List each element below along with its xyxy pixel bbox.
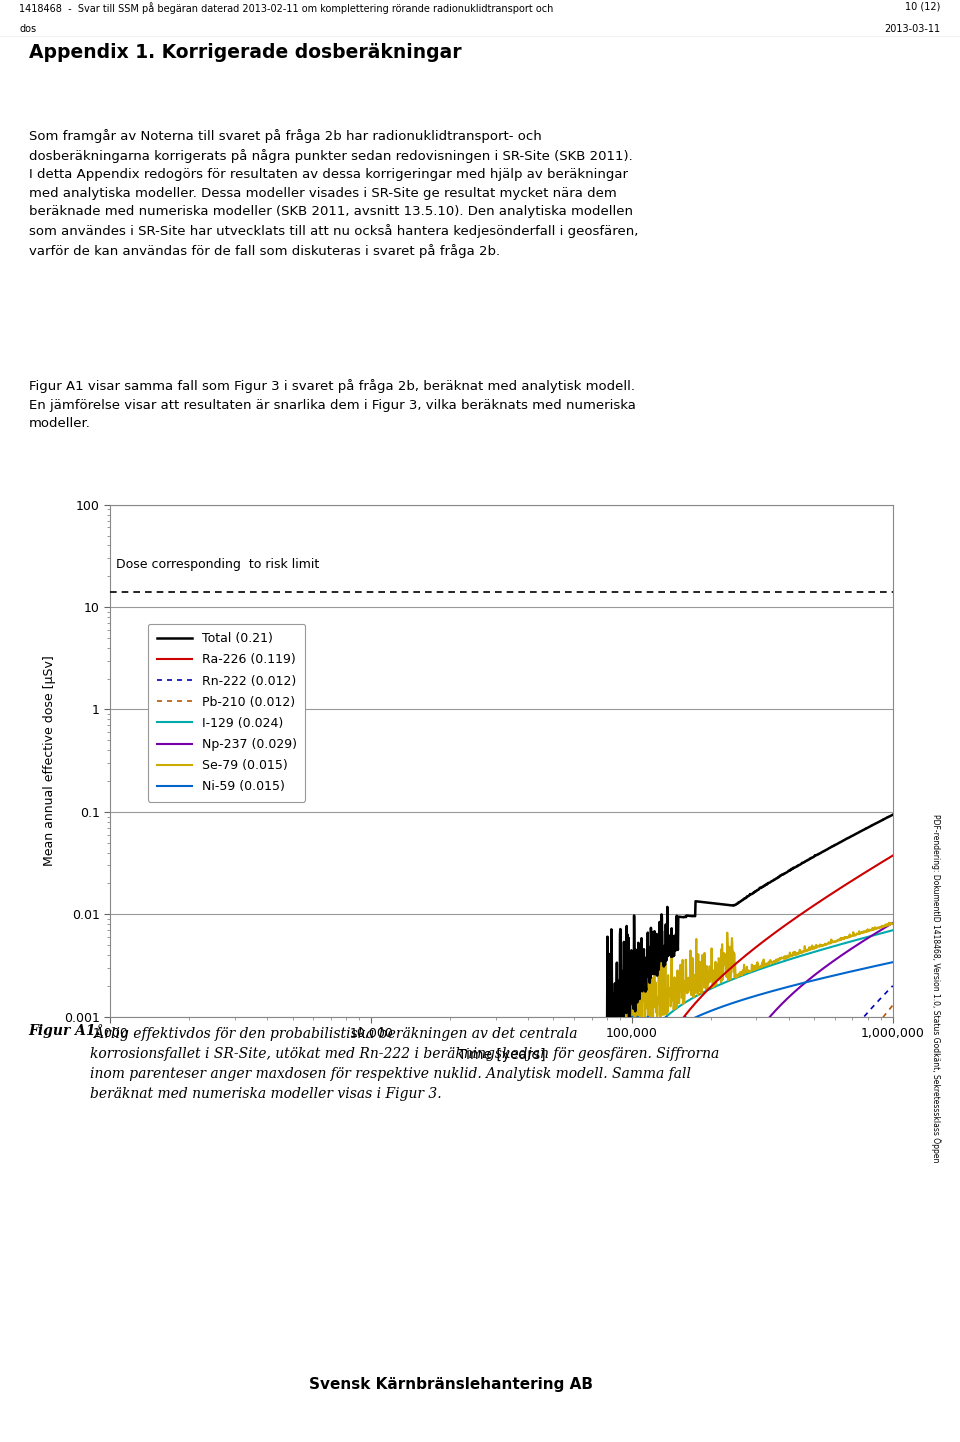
Text: Årlig effektivdos för den probabilistiska beräkningen av det centrala
korrosions: Årlig effektivdos för den probabilistisk… — [90, 1024, 720, 1100]
Text: Figur A1 visar samma fall som Figur 3 i svaret på fråga 2b, beräknat med analyti: Figur A1 visar samma fall som Figur 3 i … — [29, 379, 636, 430]
Text: 1418468  -  Svar till SSM på begäran daterad 2013-02-11 om komplettering rörande: 1418468 - Svar till SSM på begäran dater… — [19, 1, 554, 14]
Text: dos: dos — [19, 25, 36, 35]
X-axis label: Time [years]: Time [years] — [458, 1048, 545, 1063]
Text: Svensk Kärnbränslehantering AB: Svensk Kärnbränslehantering AB — [309, 1377, 593, 1392]
Text: 10 (12): 10 (12) — [905, 1, 941, 12]
Text: Figur A1.: Figur A1. — [29, 1024, 101, 1038]
Text: Appendix 1. Korrigerade dosberäkningar: Appendix 1. Korrigerade dosberäkningar — [29, 43, 462, 62]
Legend: Total (0.21), Ra-226 (0.119), Rn-222 (0.012), Pb-210 (0.012), I-129 (0.024), Np-: Total (0.21), Ra-226 (0.119), Rn-222 (0.… — [148, 623, 305, 802]
Text: 2013-03-11: 2013-03-11 — [885, 25, 941, 35]
Text: PDF-rendering: DokumentID 1418468, Version 1.0, Status Godkänt, Sekretesssklass : PDF-rendering: DokumentID 1418468, Versi… — [931, 813, 941, 1162]
Text: Som framgår av Noterna till svaret på fråga 2b har radionuklidtransport- och
dos: Som framgår av Noterna till svaret på fr… — [29, 128, 638, 258]
Text: Dose corresponding  to risk limit: Dose corresponding to risk limit — [116, 558, 319, 571]
Y-axis label: Mean annual effective dose [µSv]: Mean annual effective dose [µSv] — [43, 655, 56, 867]
